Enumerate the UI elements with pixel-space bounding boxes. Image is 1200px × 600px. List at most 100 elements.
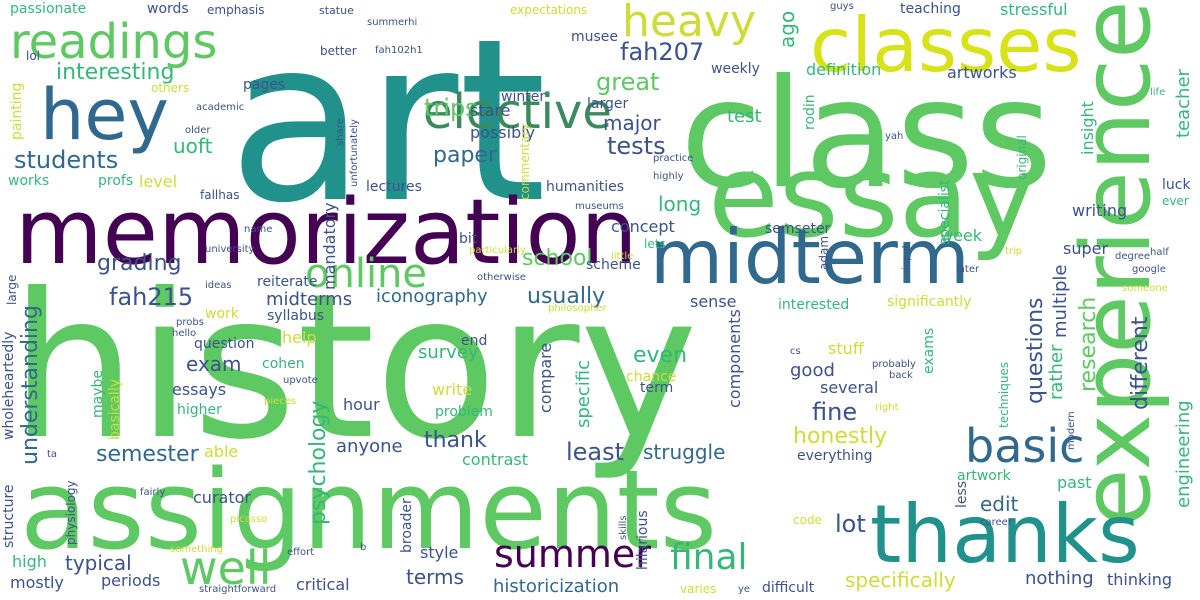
- word: lot: [835, 510, 866, 538]
- word: bit: [459, 231, 478, 247]
- word: otherwise: [477, 272, 526, 283]
- word: term: [640, 380, 674, 396]
- word: grading: [97, 251, 182, 276]
- word: trip: [1005, 246, 1023, 257]
- word: psychology: [306, 400, 331, 525]
- word: understanding: [18, 305, 43, 465]
- word: past: [1057, 473, 1092, 492]
- word: high: [12, 552, 47, 571]
- word: curator: [193, 488, 251, 507]
- word: great: [596, 68, 660, 96]
- word: cs: [790, 346, 801, 357]
- word: fairly: [140, 487, 166, 498]
- word: insight: [1078, 101, 1097, 155]
- word: cohen: [262, 356, 305, 372]
- word: interesting: [56, 60, 175, 85]
- word: something: [170, 544, 223, 555]
- word: highly: [653, 171, 684, 182]
- word: work: [205, 306, 239, 322]
- word: teacher: [1173, 69, 1194, 138]
- word: ago: [775, 10, 799, 48]
- word: classes: [810, 1, 1082, 89]
- word: less: [954, 480, 970, 508]
- word: skills: [618, 515, 629, 540]
- word: writing: [1072, 201, 1128, 220]
- word: basically: [107, 379, 123, 440]
- word: students: [14, 146, 119, 174]
- word: online: [305, 251, 428, 297]
- word: historicization: [493, 576, 620, 597]
- word: reiterate: [257, 274, 318, 290]
- word: semester: [96, 442, 199, 467]
- word: unfortunately: [349, 119, 360, 187]
- word: honestly: [793, 424, 888, 449]
- word: rather: [1046, 344, 1067, 400]
- word: fah102h1: [375, 45, 423, 56]
- word: winter: [501, 89, 546, 105]
- word: mostly: [10, 573, 64, 592]
- word: picasso: [230, 514, 268, 525]
- word: specialist: [937, 179, 953, 245]
- word: different: [1128, 316, 1153, 410]
- word: half: [1150, 247, 1169, 258]
- word: terms: [406, 565, 464, 589]
- word: pages: [243, 77, 286, 93]
- word: wholeheartedly: [1, 331, 17, 440]
- word: engineering: [1173, 400, 1194, 508]
- word: midterms: [266, 289, 353, 310]
- word: back: [889, 370, 913, 381]
- word: probs: [176, 317, 204, 328]
- word: specifically: [845, 568, 956, 592]
- word: usually: [527, 284, 606, 309]
- word: older: [185, 125, 211, 136]
- word: multiple: [1050, 264, 1071, 338]
- word: higher: [177, 402, 222, 418]
- word: rodin: [802, 94, 818, 130]
- word: hello: [172, 328, 197, 339]
- word: philosopher: [548, 303, 607, 314]
- word: summer: [494, 532, 651, 576]
- word: university: [205, 244, 255, 255]
- word: thank: [424, 428, 487, 453]
- word: class: [680, 48, 1053, 222]
- word: physiology: [64, 480, 78, 545]
- word: artwork: [957, 468, 1011, 484]
- word: upvote: [283, 375, 318, 386]
- word: luck: [1162, 177, 1191, 193]
- word: little: [611, 251, 634, 262]
- word: iconography: [376, 286, 488, 307]
- word: yah: [885, 131, 904, 142]
- word: practice: [653, 153, 694, 164]
- word: later: [956, 264, 980, 275]
- word: ever: [1162, 194, 1189, 208]
- word: b: [360, 542, 367, 553]
- word: fah207: [620, 38, 705, 66]
- word: life: [1150, 87, 1166, 98]
- word: research: [1076, 296, 1101, 392]
- word: others: [151, 81, 190, 95]
- word: passionate: [10, 1, 87, 17]
- word: statue: [319, 4, 354, 17]
- word: difficult: [762, 580, 815, 596]
- word: test: [727, 106, 762, 127]
- word: contrast: [462, 450, 528, 469]
- word: basic: [965, 419, 1085, 473]
- word: exams: [921, 327, 937, 374]
- word: periods: [101, 571, 161, 590]
- word: tests: [607, 132, 666, 160]
- word: midterm: [650, 213, 970, 301]
- word: major: [603, 111, 661, 135]
- word: fine: [812, 398, 858, 426]
- word: interested: [778, 297, 850, 313]
- word: assignments: [20, 446, 718, 574]
- word: lol: [26, 49, 41, 63]
- word: thinking: [1107, 570, 1173, 589]
- word: stare: [470, 101, 511, 120]
- word: degree: [1115, 251, 1151, 262]
- word: emphasis: [207, 3, 265, 17]
- word: anyone: [336, 436, 403, 457]
- word: ye: [738, 584, 751, 595]
- word: art: [228, 0, 547, 253]
- word: input: [901, 244, 912, 270]
- word: school: [522, 246, 593, 271]
